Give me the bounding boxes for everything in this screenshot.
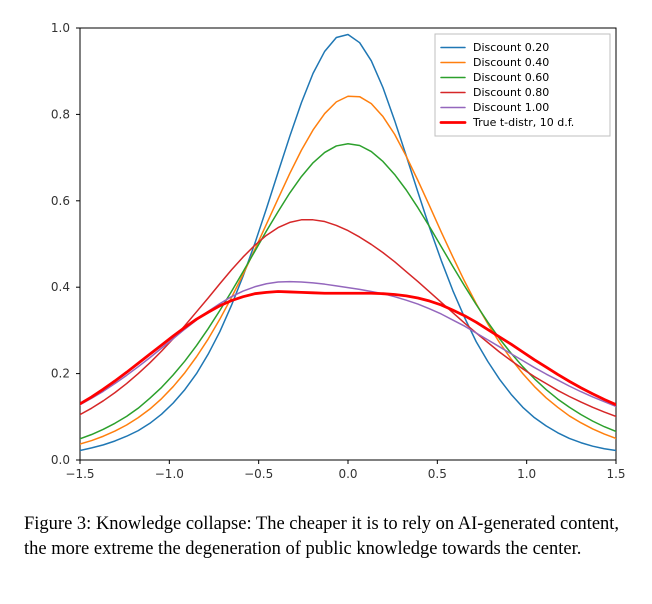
svg-text:0.4: 0.4 [51,280,70,294]
svg-text:−0.5: −0.5 [244,467,273,481]
svg-text:0.8: 0.8 [51,107,70,121]
svg-text:0.2: 0.2 [51,367,70,381]
svg-text:0.0: 0.0 [51,453,70,467]
figure-caption: Figure 3: Knowledge collapse: The cheape… [24,512,628,562]
legend-label: Discount 1.00 [473,101,549,114]
svg-text:1.0: 1.0 [517,467,536,481]
svg-text:0.6: 0.6 [51,194,70,208]
svg-text:−1.5: −1.5 [65,467,94,481]
svg-text:1.0: 1.0 [51,21,70,35]
legend-label: Discount 0.40 [473,56,549,69]
svg-text:0.0: 0.0 [338,467,357,481]
legend-label: Discount 0.80 [473,86,549,99]
knowledge-collapse-chart: −1.5 −1.0 −0.5 0.0 0.5 1.0 1.5 0.0 0.2 0.4 0.6 0.8 1… [24,18,628,494]
legend-label: True t-distr, 10 d.f. [472,116,574,129]
svg-text:1.5: 1.5 [606,467,625,481]
svg-text:0.5: 0.5 [428,467,447,481]
svg-text:−1.0: −1.0 [155,467,184,481]
legend: Discount 0.20 Discount 0.40 Discount 0.60 D… [435,34,610,136]
legend-label: Discount 0.20 [473,41,549,54]
legend-label: Discount 0.60 [473,71,549,84]
